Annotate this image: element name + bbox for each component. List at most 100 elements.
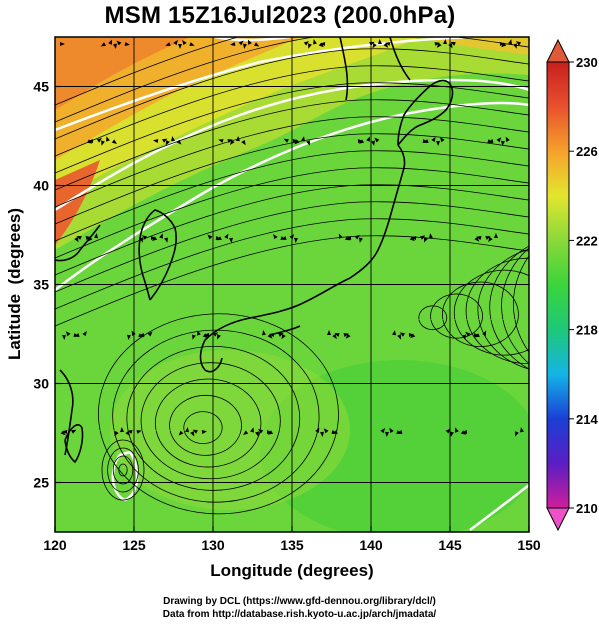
wind-arrowhead <box>114 430 119 437</box>
small-vortex-streamline <box>112 455 134 485</box>
wind-arrowhead <box>243 43 247 49</box>
wind-arrowhead <box>313 39 317 45</box>
wind-arrowhead <box>254 42 260 47</box>
colorbar-bottom-triangle <box>546 507 570 532</box>
wind-arrowhead <box>147 331 153 337</box>
colorbar-tick-label: 222 <box>576 233 598 248</box>
anticyclone-streamline <box>98 313 339 515</box>
wind-arrowhead <box>278 332 284 337</box>
x-tick-label: 140 <box>359 537 383 553</box>
wind-arrowhead <box>82 330 87 337</box>
wind-arrowhead <box>185 427 189 433</box>
y-tick-label: 30 <box>33 376 49 392</box>
wind-arrowhead <box>262 330 266 336</box>
wind-arrowhead <box>74 236 79 243</box>
coastlines <box>55 37 454 464</box>
wind-arrowhead <box>189 42 195 46</box>
wind-arrowhead <box>289 234 295 240</box>
wind-arrowhead <box>294 139 300 145</box>
wind-arrowhead <box>332 333 337 340</box>
colorbar-tick-label: 226 <box>576 144 598 159</box>
anticyclone-streamline <box>154 378 262 468</box>
wind-arrowhead <box>423 237 428 243</box>
wind-arrowhead <box>229 139 235 145</box>
wind-arrowhead <box>422 139 428 143</box>
wind-arrowhead <box>445 428 451 434</box>
wind-arrowhead <box>88 139 94 143</box>
wind-arrowhead <box>192 334 196 340</box>
jet-streamline <box>55 133 529 225</box>
x-tick-label: 135 <box>280 537 304 553</box>
wind-arrowhead <box>173 39 178 46</box>
wind-arrowhead <box>318 42 324 48</box>
wind-arrowhead <box>501 140 505 146</box>
vortex-streamline <box>489 245 529 370</box>
vortex-streamline <box>442 281 519 347</box>
wind-arrowhead <box>505 136 510 142</box>
wind-arrowhead <box>515 431 519 437</box>
wind-arrowhead <box>439 137 445 143</box>
wind-arrowhead <box>238 40 244 46</box>
wind-arrowhead <box>280 236 286 240</box>
vortex-streamline <box>465 257 529 364</box>
wind-arrowhead <box>153 139 159 143</box>
wind-arrowhead <box>86 139 93 144</box>
wind-arrowhead <box>60 42 65 46</box>
wind-arrowhead <box>247 39 252 45</box>
wind-arrowhead <box>108 39 113 45</box>
wind-arrowhead <box>73 333 79 337</box>
wind-arrowhead <box>411 236 417 240</box>
jet-streamline <box>55 218 529 310</box>
wind-arrowhead <box>409 236 415 242</box>
wind-arrowhead <box>266 430 272 434</box>
wind-arrowhead <box>303 41 310 46</box>
wind-arrowhead <box>136 430 142 434</box>
x-tick-label: 125 <box>122 537 146 553</box>
small-vortex-streamline <box>118 463 128 477</box>
wind-arrowhead <box>178 44 182 49</box>
temperature-field <box>55 37 529 532</box>
wind-arrowhead <box>513 43 517 49</box>
wind-arrowhead <box>243 430 249 436</box>
wind-arrowhead <box>431 136 436 143</box>
wind-arrowhead <box>165 42 171 46</box>
wind-arrowhead <box>204 333 210 337</box>
x-tick-label: 150 <box>517 537 541 553</box>
wind-arrowhead <box>357 139 363 143</box>
y-tick-label: 25 <box>33 475 49 491</box>
wind-arrowhead <box>494 233 498 239</box>
wind-arrowhead <box>323 428 329 434</box>
jet-streamline <box>55 65 529 157</box>
vortex-streamline <box>418 305 448 331</box>
wind-arrowhead <box>131 330 136 336</box>
wind-arrowhead <box>283 138 289 143</box>
colorbar-top-triangle <box>546 38 570 63</box>
wind-arrowhead <box>227 139 233 143</box>
wind-arrowhead <box>94 233 98 239</box>
wind-arrowhead <box>434 42 440 46</box>
wind-arrowhead <box>320 431 324 437</box>
wind-arrowhead <box>343 333 349 337</box>
wind-arrowhead <box>202 333 209 338</box>
wind-arrowhead <box>165 140 170 146</box>
wind-arrowhead <box>60 430 66 436</box>
wind-arrowhead <box>250 427 254 433</box>
vortex-streamline <box>430 293 483 339</box>
y-tick-label: 35 <box>33 277 49 293</box>
jet-streamline <box>55 82 529 174</box>
wind-arrowhead <box>217 334 221 340</box>
wind-arrowhead <box>338 233 343 239</box>
y-axis-ticks: 25 30 35 40 45 <box>33 79 61 491</box>
wind-arrowhead <box>106 136 110 142</box>
jet-streamline <box>55 150 529 242</box>
wind-arrowhead <box>369 41 375 46</box>
anticyclone-streamline <box>140 362 281 480</box>
wind-arrowhead <box>96 137 102 143</box>
wind-arrowhead <box>374 137 380 143</box>
wind-arrowhead <box>372 43 377 49</box>
x-axis-label: Longitude (degrees) <box>210 561 373 580</box>
wind-arrowhead <box>125 430 131 436</box>
wind-arrowhead <box>327 330 331 336</box>
colorbar-tick-label: 230 <box>576 55 598 70</box>
